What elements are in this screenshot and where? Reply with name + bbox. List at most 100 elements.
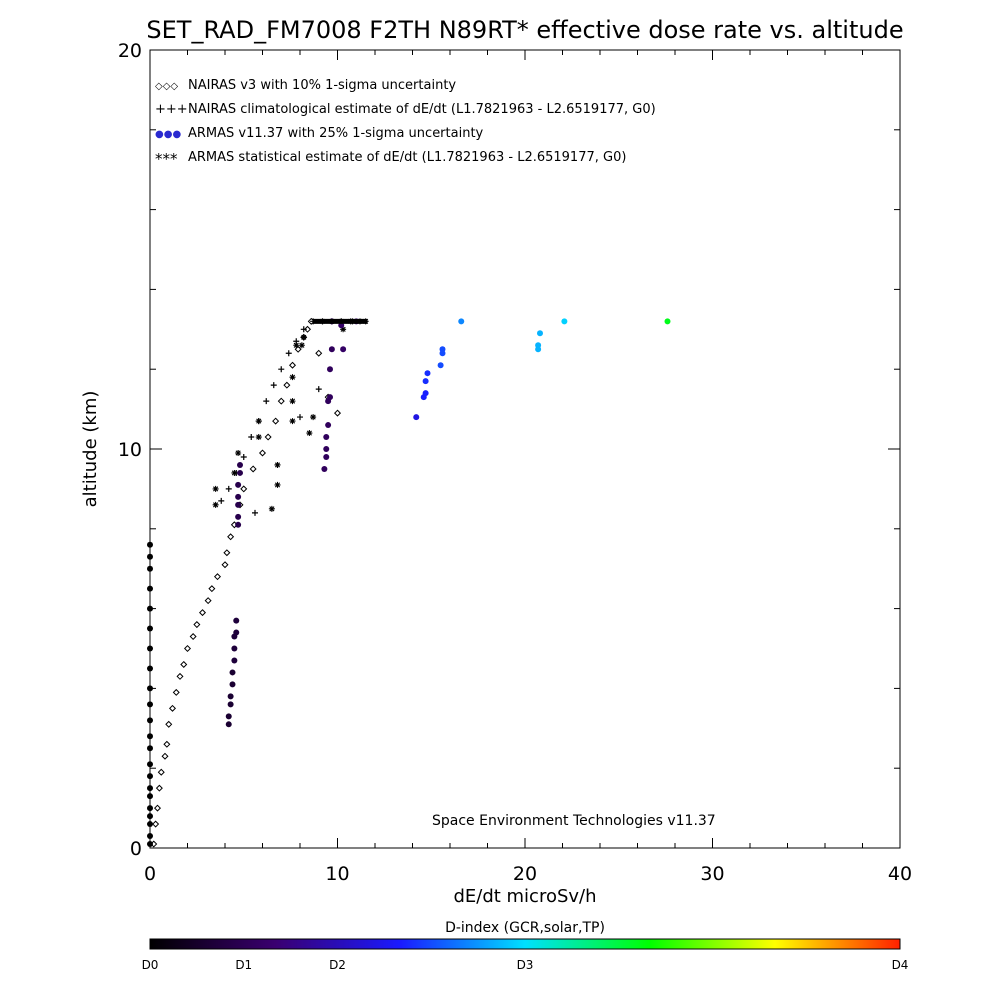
data-point: [315, 386, 322, 393]
data-point: [147, 665, 153, 672]
data-point: [306, 430, 313, 437]
x-tick-label: 30: [700, 863, 724, 885]
data-point: [289, 374, 296, 381]
plot-frame: [149, 49, 901, 849]
data-point: [437, 362, 444, 369]
data-point: [278, 366, 285, 373]
data-point: [328, 346, 335, 353]
data-point: [664, 318, 671, 325]
data-point: [231, 645, 238, 652]
data-point: [272, 417, 280, 425]
x-tick-label: 40: [888, 863, 912, 885]
data-point: [183, 644, 192, 653]
data-points: [147, 317, 671, 848]
data-point: [147, 833, 153, 840]
annotation-credit: Space Environment Technologies v11.37: [432, 813, 716, 829]
data-point: [147, 585, 153, 592]
data-point: [422, 378, 429, 385]
data-point: [240, 485, 248, 493]
data-point: [333, 409, 342, 417]
data-point: [223, 549, 231, 557]
data-point: [340, 326, 347, 333]
data-point: [147, 805, 153, 812]
data-point: [293, 342, 300, 349]
data-point: [165, 720, 173, 728]
data-point: [535, 342, 542, 349]
data-point: [153, 804, 162, 812]
data-point: [227, 533, 235, 541]
data-point: [161, 752, 169, 760]
colorbar-label: D2: [329, 958, 346, 972]
data-point: [193, 621, 201, 629]
data-point: [298, 342, 305, 349]
legend: ◇◇◇ NAIRAS v3 with 10% 1-sigma uncertain…: [155, 78, 656, 168]
data-point: [147, 745, 153, 752]
data-point: [327, 394, 333, 401]
data-point: [147, 773, 153, 780]
data-point: [268, 505, 275, 512]
data-point: [235, 501, 242, 508]
data-point: [283, 381, 291, 389]
data-point: [147, 813, 153, 820]
data-point: [422, 390, 429, 397]
colorbar-label: D3: [517, 958, 534, 972]
data-point: [204, 597, 212, 605]
data-point: [147, 785, 153, 792]
data-point: [255, 434, 262, 441]
series-0: [150, 317, 342, 848]
data-point: [163, 740, 171, 748]
data-point: [294, 345, 302, 353]
data-point: [252, 509, 258, 516]
data-point: [235, 493, 242, 500]
data-point: [180, 660, 188, 668]
data-point: [285, 350, 292, 357]
data-point: [255, 418, 262, 425]
data-point: [277, 397, 285, 405]
data-point: [233, 617, 240, 624]
data-point: [424, 370, 431, 377]
data-point: [147, 793, 153, 800]
x-tick-label: 0: [144, 863, 156, 885]
data-point: [213, 573, 222, 581]
y-tick-label: 20: [118, 40, 142, 62]
chart-title: SET_RAD_FM7008 F2TH N89RT* effective dos…: [146, 16, 903, 44]
data-point: [249, 465, 257, 473]
data-point: [147, 565, 153, 572]
data-point: [274, 461, 281, 468]
data-point: [225, 713, 232, 720]
data-point: [229, 669, 236, 676]
data-point: [231, 469, 238, 476]
data-point: [258, 449, 267, 457]
x-tick-label: 10: [325, 863, 349, 885]
data-point: [297, 414, 303, 421]
data-point: [189, 633, 197, 641]
data-point: [147, 717, 153, 724]
data-point: [221, 561, 229, 569]
legend-label-3: ARMAS v11.37 with 25% 1-sigma uncertaint…: [188, 126, 484, 141]
data-point: [237, 461, 243, 468]
data-point: [227, 693, 234, 700]
colorbar-label: D0: [142, 958, 159, 972]
data-point: [289, 418, 296, 425]
data-point: [176, 672, 184, 680]
colorbar-label: D1: [235, 958, 252, 972]
axes: 0 10 20 30 40 0 10 20: [118, 40, 912, 885]
data-point: [323, 446, 330, 452]
data-point: [233, 629, 240, 636]
data-point: [315, 349, 323, 357]
legend-label-1: NAIRAS v3 with 10% 1-sigma uncertainty: [188, 78, 456, 93]
data-point: [235, 449, 242, 456]
data-point: [152, 820, 160, 828]
data-point: [208, 585, 216, 593]
data-point: [340, 346, 347, 353]
data-point: [147, 685, 153, 692]
data-point: [289, 398, 296, 405]
data-point: [157, 768, 165, 776]
y-axis-label: altitude (km): [80, 391, 101, 508]
data-point: [458, 318, 465, 325]
colorbar: [149, 938, 901, 950]
data-point: [264, 433, 272, 441]
y-tick-label: 10: [118, 439, 142, 461]
legend-symbol-2: +++: [155, 102, 188, 117]
data-point: [147, 625, 153, 632]
